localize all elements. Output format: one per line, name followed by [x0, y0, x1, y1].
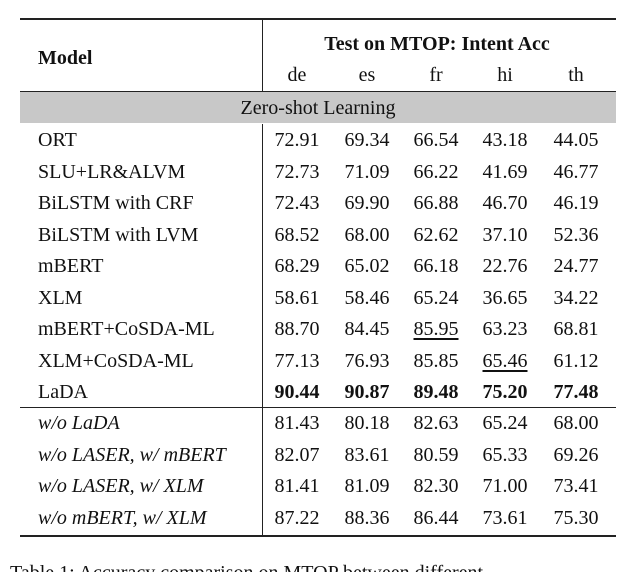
- cell: 66.88: [413, 192, 459, 214]
- cell: 68.00: [553, 412, 599, 434]
- cell: 61.12: [553, 349, 599, 372]
- column-header: hi: [497, 64, 513, 86]
- mid-rule: [20, 407, 616, 408]
- model-name: XLM+CoSDA-ML: [38, 349, 194, 372]
- cell: 85.85: [413, 349, 459, 372]
- cell: 66.22: [413, 160, 459, 183]
- model-name: mBERT+CoSDA-ML: [38, 318, 215, 340]
- cell: 46.70: [482, 192, 528, 214]
- model-name: w/o LASER, w/ XLM: [38, 475, 204, 497]
- cell: 82.63: [413, 412, 459, 434]
- column-header: fr: [429, 64, 443, 86]
- cell: 72.73: [274, 160, 320, 183]
- cell: 80.59: [413, 443, 459, 466]
- cell: 75.20: [482, 381, 528, 403]
- cell: 77.48: [553, 381, 599, 403]
- cell: 58.46: [344, 286, 390, 309]
- cell: 81.09: [344, 475, 390, 497]
- cell: 46.19: [553, 192, 599, 214]
- cell: 80.18: [344, 412, 390, 434]
- model-name: w/o LaDA: [38, 412, 120, 434]
- cell: 71.09: [344, 160, 390, 183]
- cell: 41.69: [482, 160, 528, 183]
- cell: 77.13: [274, 349, 320, 372]
- cell: 85.95: [413, 318, 459, 340]
- cell: 65.33: [482, 443, 528, 466]
- cell: 88.70: [274, 318, 320, 340]
- cell: 76.93: [344, 349, 390, 372]
- cell: 68.52: [274, 223, 320, 246]
- model-header: Model: [38, 47, 93, 69]
- column-divider: [262, 20, 263, 92]
- cell: 62.62: [413, 223, 459, 246]
- cell: 71.00: [482, 475, 528, 497]
- section-band: [20, 92, 616, 123]
- cell: 81.43: [274, 412, 320, 434]
- cell: 68.81: [553, 318, 599, 340]
- cell: 52.36: [553, 223, 599, 246]
- cell: 82.07: [274, 443, 320, 466]
- model-name: ORT: [38, 129, 77, 151]
- cell: 43.18: [482, 129, 528, 151]
- cell: 73.61: [482, 506, 528, 529]
- bottom-rule: [20, 535, 616, 537]
- cell: 84.45: [344, 318, 390, 340]
- cell: 72.91: [274, 129, 320, 151]
- cell: 86.44: [413, 506, 459, 529]
- model-name: XLM: [38, 286, 83, 309]
- cell: 89.48: [413, 381, 459, 403]
- model-name: BiLSTM with LVM: [38, 223, 199, 246]
- cell: 65.24: [482, 412, 528, 434]
- cell: 63.23: [482, 318, 528, 340]
- cell: 44.05: [553, 129, 599, 151]
- cell: 37.10: [482, 223, 528, 246]
- cell: 36.65: [482, 286, 528, 309]
- model-name: mBERT: [38, 255, 104, 277]
- model-name: LaDA: [38, 381, 88, 403]
- cell: 66.54: [413, 129, 459, 151]
- cell: 88.36: [344, 506, 390, 529]
- cell: 75.30: [553, 506, 599, 529]
- cell: 65.24: [413, 286, 459, 309]
- cell: 58.61: [274, 286, 320, 309]
- cell: 82.30: [413, 475, 459, 497]
- cell: 90.87: [344, 381, 390, 403]
- cell: 73.41: [553, 475, 599, 497]
- cell: 68.29: [274, 255, 320, 277]
- caption: Table 1: Accuracy comparison on MTOP bet…: [10, 561, 483, 572]
- column-divider: [262, 124, 263, 536]
- cell: 69.90: [344, 192, 390, 214]
- cell: 69.26: [553, 443, 599, 466]
- cell: 68.00: [344, 223, 390, 246]
- cell: 66.18: [413, 255, 459, 277]
- top-rule: [20, 18, 616, 20]
- cell: 24.77: [553, 255, 599, 277]
- cell: 46.77: [553, 160, 599, 183]
- section-label: Zero-shot Learning: [240, 97, 396, 119]
- cell: 65.46: [482, 349, 528, 372]
- column-header: de: [287, 64, 307, 86]
- column-header: th: [568, 64, 584, 86]
- model-name: BiLSTM with CRF: [38, 192, 194, 214]
- model-name: w/o LASER, w/ mBERT: [38, 443, 226, 466]
- cell: 72.43: [274, 192, 320, 214]
- model-name: w/o mBERT, w/ XLM: [38, 506, 207, 529]
- header-rule: [20, 91, 616, 92]
- cell: 34.22: [553, 286, 599, 309]
- cell: 81.41: [274, 475, 320, 497]
- column-header: es: [358, 64, 376, 86]
- cell: 87.22: [274, 506, 320, 529]
- model-name: SLU+LR&ALVM: [38, 160, 186, 183]
- cell: 90.44: [274, 381, 320, 403]
- cell: 65.02: [344, 255, 390, 277]
- cell: 83.61: [344, 443, 390, 466]
- group-header: Test on MTOP: Intent Acc: [324, 33, 550, 55]
- cell: 22.76: [482, 255, 528, 277]
- cell: 69.34: [344, 129, 390, 151]
